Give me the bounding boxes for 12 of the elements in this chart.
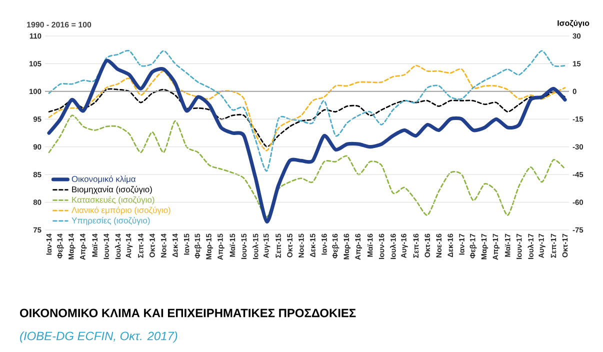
legend-label: Υπηρεσίες (ισοζύγιο) [72, 217, 150, 226]
line-series [48, 64, 566, 152]
legend-label: Κατασκευές (ισοζύγιο) [72, 196, 154, 204]
line-series [47, 58, 567, 224]
line-series [48, 88, 566, 148]
line-series [48, 50, 566, 172]
legend-label: Λιανικό εμπόριο (ισοζύγιο) [72, 206, 170, 215]
line-series [48, 114, 566, 218]
legend-label: Βιομηχανία (ισοζύγιο) [72, 186, 152, 194]
text: ΟΙΚΟΝΟΜΙΚΟ ΚΛΙΜΑ ΚΑΙ ΕΠΙΧΕΙΡΗΜΑΤΙΚΕΣ ΠΡΟΣΔΟΚΙΕΣ [20, 308, 356, 318]
legend-label: Οικονομικό κλίμα [72, 176, 136, 184]
text: (IOBE-DG ECFIN, Οκτ. 2017) [20, 331, 178, 343]
